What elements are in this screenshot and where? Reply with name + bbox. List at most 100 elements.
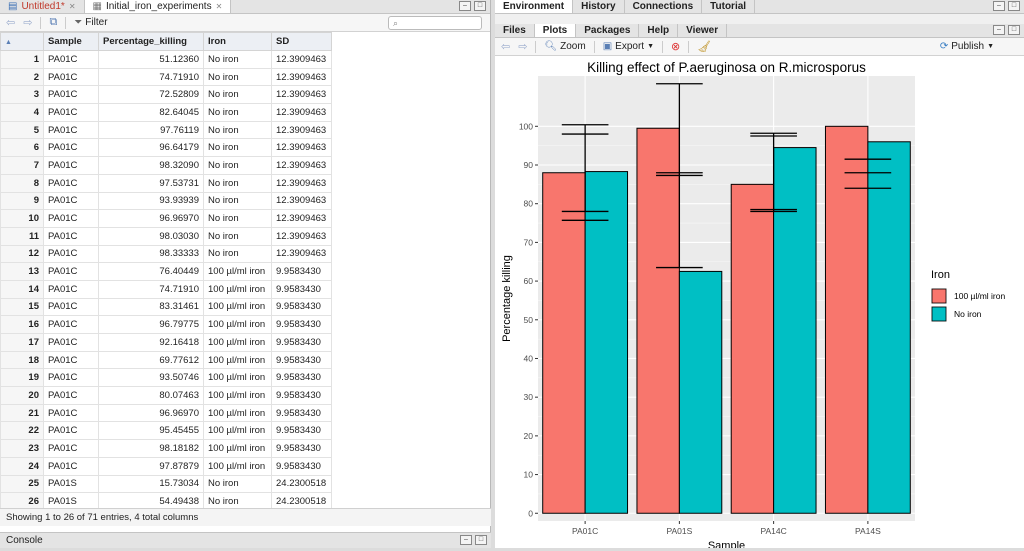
- row-number: 6: [0, 138, 44, 158]
- environment-tabbar: Environment History Connections Tutorial – …: [495, 0, 1024, 14]
- status-text: Showing 1 to 26 of 71 entries, 4 total c…: [0, 508, 491, 526]
- table-cell: PA01C: [43, 386, 99, 405]
- row-number: 24: [0, 456, 44, 476]
- tab-tutorial[interactable]: Tutorial: [702, 0, 756, 13]
- table-cell: 12.3909463: [271, 138, 332, 158]
- minimize-icon[interactable]: –: [459, 1, 471, 11]
- filter-icon: ⏷: [74, 17, 83, 28]
- table-row[interactable]: 16 PA01C 96.79775 100 µl/ml iron 9.9583430: [0, 315, 332, 334]
- table-row[interactable]: 19 PA01C 93.50746 100 µl/ml iron 9.9583430: [0, 368, 332, 388]
- search-input[interactable]: ⌕: [388, 16, 482, 30]
- table-row[interactable]: 25 PA01S 15.73034 No iron 24.2300518: [0, 474, 332, 494]
- back-arrow-icon[interactable]: ⇦: [501, 41, 511, 53]
- table-row[interactable]: 24 PA01C 97.87879 100 µl/ml iron 9.9583430: [0, 456, 332, 476]
- table-cell: No iron: [203, 67, 272, 87]
- table-row[interactable]: 13 PA01C 76.40449 100 µl/ml iron 9.9583430: [0, 262, 332, 281]
- legend-label: 100 µl/ml iron: [954, 291, 1005, 301]
- table-cell: PA01C: [43, 439, 99, 458]
- remove-plot-icon[interactable]: ⊗: [671, 41, 681, 53]
- table-cell: 93.93939: [98, 191, 204, 211]
- row-number: 18: [0, 350, 44, 370]
- table-row[interactable]: 21 PA01C 96.96970 100 µl/ml iron 9.9583430: [0, 403, 332, 423]
- column-header-sample[interactable]: Sample: [43, 32, 99, 51]
- table-row[interactable]: 2 PA01C 74.71910 No iron 12.3909463: [0, 67, 332, 87]
- files-tabbar: Files Plots Packages Help Viewer – □: [495, 24, 1024, 38]
- y-tick-label: 60: [524, 276, 534, 286]
- sort-icon[interactable]: ▲: [0, 32, 44, 51]
- row-number: 4: [0, 103, 44, 122]
- y-tick-label: 50: [524, 315, 534, 325]
- popout-icon[interactable]: ⧉: [49, 16, 58, 28]
- forward-arrow-icon[interactable]: ⇨: [23, 17, 33, 29]
- export-button[interactable]: ▣ Export ▼: [603, 41, 654, 52]
- table-cell: 9.9583430: [271, 368, 332, 388]
- table-cell: 51.12360: [98, 50, 204, 69]
- maximize-icon[interactable]: □: [1008, 1, 1020, 11]
- pane-gap: [495, 14, 1024, 24]
- close-icon[interactable]: ✕: [68, 2, 76, 11]
- column-header-sd[interactable]: SD: [271, 32, 332, 51]
- table-row[interactable]: 11 PA01C 98.03030 No iron 12.3909463: [0, 226, 332, 246]
- table-row[interactable]: 14 PA01C 74.71910 100 µl/ml iron 9.9583430: [0, 279, 332, 299]
- minimize-icon[interactable]: –: [460, 535, 472, 545]
- filter-button[interactable]: ⏷ Filter: [74, 17, 107, 28]
- table-row[interactable]: 4 PA01C 82.64045 No iron 12.3909463: [0, 103, 332, 122]
- x-tick-label: PA01C: [572, 526, 598, 536]
- table-row[interactable]: 22 PA01C 95.45455 100 µl/ml iron 9.9583430: [0, 421, 332, 441]
- minimize-icon[interactable]: –: [993, 1, 1005, 11]
- table-row[interactable]: 10 PA01C 96.96970 No iron 12.3909463: [0, 209, 332, 228]
- y-axis-label: Percentage killing: [501, 255, 513, 342]
- row-number: 1: [0, 50, 44, 69]
- maximize-icon[interactable]: □: [475, 535, 487, 545]
- table-cell: PA01C: [43, 156, 99, 175]
- table-cell: No iron: [203, 156, 272, 175]
- table-row[interactable]: 18 PA01C 69.77612 100 µl/ml iron 9.9583430: [0, 350, 332, 370]
- table-row[interactable]: 12 PA01C 98.33333 No iron 12.3909463: [0, 244, 332, 264]
- table-cell: 15.73034: [98, 474, 204, 494]
- table-row[interactable]: 9 PA01C 93.93939 No iron 12.3909463: [0, 191, 332, 211]
- maximize-icon[interactable]: □: [474, 1, 486, 11]
- table-row[interactable]: 17 PA01C 92.16418 100 µl/ml iron 9.9583430: [0, 333, 332, 352]
- close-icon[interactable]: ✕: [215, 2, 223, 11]
- tab-untitled1[interactable]: ▤ Untitled1* ✕: [0, 0, 85, 13]
- column-header-percentage-killing[interactable]: Percentage_killing: [98, 32, 204, 51]
- bar: [636, 127, 680, 514]
- minimize-icon[interactable]: –: [993, 25, 1005, 35]
- row-number: 26: [0, 492, 44, 511]
- table-row[interactable]: 6 PA01C 96.64179 No iron 12.3909463: [0, 138, 332, 158]
- tab-environment[interactable]: Environment: [495, 0, 574, 13]
- table-cell: 100 µl/ml iron: [203, 262, 272, 281]
- table-cell: 83.31461: [98, 297, 204, 317]
- tab-history[interactable]: History: [573, 0, 625, 13]
- tab-initial-iron-experiments[interactable]: ▦ Initial_iron_experiments ✕: [84, 0, 232, 13]
- y-tick-label: 20: [524, 431, 534, 441]
- tab-connections[interactable]: Connections: [625, 0, 703, 13]
- tab-packages[interactable]: Packages: [576, 24, 640, 37]
- table-row[interactable]: 7 PA01C 98.32090 No iron 12.3909463: [0, 156, 332, 175]
- back-arrow-icon[interactable]: ⇦: [6, 17, 16, 29]
- table-row[interactable]: 1 PA01C 51.12360 No iron 12.3909463: [0, 50, 332, 69]
- publish-button[interactable]: ⟳ Publish ▼: [940, 41, 994, 52]
- table-row[interactable]: 3 PA01C 72.52809 No iron 12.3909463: [0, 85, 332, 105]
- broom-icon[interactable]: 🧹︎: [697, 41, 712, 53]
- table-cell: 100 µl/ml iron: [203, 350, 272, 370]
- row-number: 15: [0, 297, 44, 317]
- table-row[interactable]: 5 PA01C 97.76119 No iron 12.3909463: [0, 120, 332, 140]
- zoom-button[interactable]: 🔍︎ Zoom: [544, 41, 585, 52]
- column-header-iron[interactable]: Iron: [203, 32, 272, 51]
- console-tab[interactable]: Console – □: [0, 532, 491, 548]
- table-row[interactable]: 20 PA01C 80.07463 100 µl/ml iron 9.9583430: [0, 386, 332, 405]
- forward-arrow-icon[interactable]: ⇨: [518, 41, 528, 53]
- table-row[interactable]: 23 PA01C 98.18182 100 µl/ml iron 9.9583430: [0, 439, 332, 458]
- table-cell: 98.18182: [98, 439, 204, 458]
- table-cell: No iron: [203, 474, 272, 494]
- table-row[interactable]: 15 PA01C 83.31461 100 µl/ml iron 9.9583430: [0, 297, 332, 317]
- table-cell: PA01C: [43, 421, 99, 441]
- tab-help[interactable]: Help: [639, 24, 679, 37]
- maximize-icon[interactable]: □: [1008, 25, 1020, 35]
- table-row[interactable]: 8 PA01C 97.53731 No iron 12.3909463: [0, 173, 332, 193]
- tab-files[interactable]: Files: [495, 24, 535, 37]
- table-cell: 9.9583430: [271, 439, 332, 458]
- tab-viewer[interactable]: Viewer: [678, 24, 728, 37]
- tab-plots[interactable]: Plots: [534, 24, 577, 37]
